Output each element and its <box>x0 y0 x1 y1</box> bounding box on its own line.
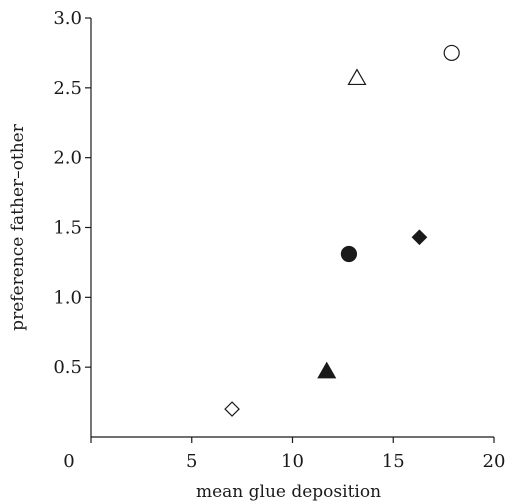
open-circle-point <box>443 44 460 62</box>
x-axis-title: mean glue deposition <box>196 482 381 502</box>
y-tick-label: 2.5 <box>53 78 82 99</box>
y-tick-label: 3.0 <box>53 8 82 29</box>
x-tick-label: 15 <box>382 451 405 472</box>
data-points <box>224 44 460 417</box>
y-tick-label: 1.0 <box>53 287 82 308</box>
filled-triangle-point <box>317 361 337 379</box>
filled-diamond-point <box>411 229 428 246</box>
filled-circle-point <box>340 245 358 263</box>
open-diamond-point <box>224 401 240 417</box>
x-tick-label: 0 <box>63 451 74 472</box>
x-tick-label: 5 <box>186 451 197 472</box>
open-triangle-point <box>347 68 367 86</box>
y-ticks: 0.5 1.0 1.5 2.0 2.5 3.0 <box>53 8 91 378</box>
x-tick-label: 10 <box>281 451 304 472</box>
y-tick-label: 0.5 <box>53 357 82 378</box>
y-axis: 0.5 1.0 1.5 2.0 2.5 3.0 <box>53 8 92 437</box>
x-axis: 0 5 10 15 20 <box>63 436 505 472</box>
y-tick-label: 2.0 <box>53 148 82 169</box>
x-ticks: 0 5 10 15 20 <box>63 437 505 472</box>
y-axis-title: preference father–other <box>8 123 28 331</box>
x-tick-label: 20 <box>483 451 506 472</box>
y-tick-label: 1.5 <box>53 218 82 239</box>
